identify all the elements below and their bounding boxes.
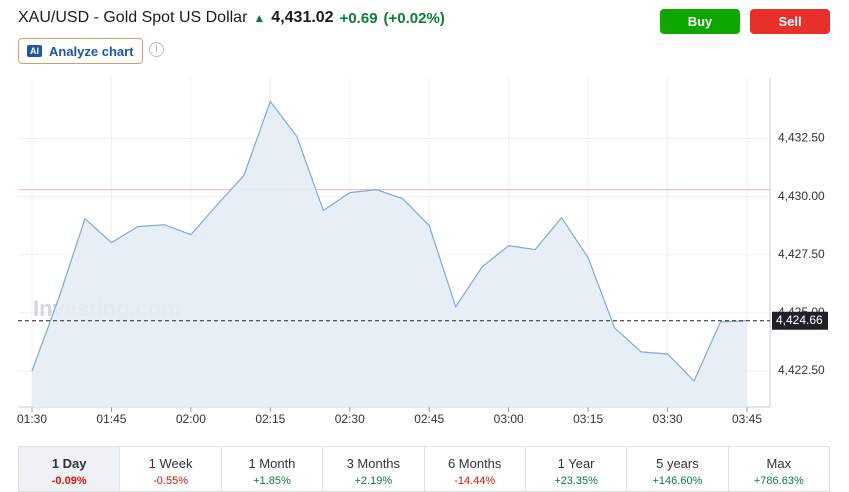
up-arrow: ▲ [253,11,266,25]
period-tab[interactable]: 3 Months +2.19% [323,447,425,491]
x-tick-label: 02:15 [255,412,285,426]
tab-name: 1 Year [557,456,595,471]
change: +0.69 [339,9,378,27]
info-icon[interactable]: i [149,42,164,57]
x-tick-label: 01:45 [96,412,126,426]
tab-change: +1.85% [253,475,291,487]
x-tick-label: 03:00 [494,412,524,426]
change-pct: (+0.02%) [383,9,445,27]
y-tick-label: 4,422.50 [778,363,825,377]
x-tick-label: 03:30 [653,412,683,426]
sell-button[interactable]: Sell [750,9,830,34]
analyze-button[interactable]: AI Analyze chart [18,38,143,64]
analyze-label: Analyze chart [49,43,134,59]
last-price-label: 4,424.66 [776,313,823,327]
symbol: XAU/USD - Gold Spot US Dollar [18,9,248,26]
tab-name: Max [766,456,792,471]
tab-change: +146.60% [652,475,703,487]
x-tick-label: 03:15 [573,412,603,426]
tab-change: -14.44% [454,475,496,487]
y-tick-label: 4,427.50 [778,247,825,261]
period-tabs: 1 Day -0.09% 1 Week -0.55% 1 Month +1.85% 3 Mo… [18,446,830,492]
x-tick-label: 02:30 [335,412,365,426]
tab-name: 1 Month [248,456,296,471]
tab-change: +786.63% [753,475,804,487]
ai-badge: AI [27,45,42,57]
x-tick-label: 03:45 [732,412,762,426]
period-tab[interactable]: 6 Months -14.44% [425,447,526,491]
tab-change: +23.35% [554,475,598,487]
tab-change: -0.55% [153,475,188,487]
tab-change: +2.19% [354,475,393,487]
x-tick-label: 01:30 [17,412,47,426]
period-tab[interactable]: 1 Month +1.85% [222,447,324,491]
tab-name: 1 Day [51,456,87,471]
tab-name: 6 Months [447,456,502,471]
period-tab[interactable]: Max +786.63% [729,447,829,491]
last-price-box [772,311,828,330]
period-tab[interactable]: 1 Week -0.55% [120,447,222,491]
tab-name: 5 years [656,456,699,471]
chart: 4,422.504,425.004,427.504,430.004,432.50… [17,78,828,426]
tab-name: 1 Week [148,456,193,471]
period-tab[interactable]: 1 Day -0.09% [19,447,121,491]
tab-change: -0.09% [51,475,87,487]
buy-button[interactable]: Buy [660,9,740,34]
period-tab[interactable]: 1 Year +23.35% [526,447,628,491]
tab-name: 3 Months [346,456,401,471]
y-tick-label: 4,432.50 [778,131,825,145]
x-tick-label: 02:00 [176,412,206,426]
price-line [31,100,748,383]
area-fill [32,101,747,407]
x-tick-label: 02:45 [414,412,444,426]
period-tab[interactable]: 5 years +146.60% [627,447,729,491]
header: XAU/USD - Gold Spot US Dollar ▲ 4,431.02… [18,9,445,27]
y-tick-label: 4,430.00 [778,189,825,203]
price: 4,431.02 [271,9,334,26]
